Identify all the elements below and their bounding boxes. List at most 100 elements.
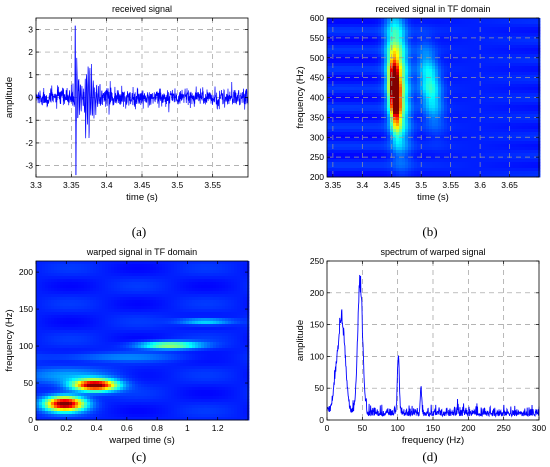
heatmap-cell (420, 90, 424, 94)
heatmap-cell (81, 261, 85, 265)
heatmap-cell (450, 87, 454, 91)
heatmap-cell (333, 75, 337, 79)
heatmap-cell (90, 327, 94, 331)
heatmap-cell (426, 33, 430, 37)
heatmap-cell (42, 354, 46, 358)
heatmap-cell (375, 81, 379, 85)
heatmap-cell (330, 123, 334, 127)
heatmap-cell (339, 162, 343, 166)
heatmap-cell (483, 33, 487, 37)
heatmap-cell (441, 102, 445, 106)
heatmap-cell (405, 54, 409, 58)
heatmap-cell (366, 99, 370, 103)
heatmap-cell (447, 117, 451, 121)
heatmap-cell (474, 21, 478, 25)
heatmap-cell (474, 72, 478, 76)
heatmap-cell (360, 135, 364, 139)
heatmap-cell (84, 342, 88, 346)
heatmap-cell (411, 120, 415, 124)
heatmap-cell (345, 54, 349, 58)
heatmap-cell (387, 159, 391, 163)
heatmap-cell (369, 111, 373, 115)
heatmap-cell (375, 93, 379, 97)
heatmap-cell (333, 144, 337, 148)
heatmap-cell (495, 54, 499, 58)
heatmap-cell (90, 390, 94, 394)
heatmap-cell (66, 363, 70, 367)
heatmap-cell (78, 273, 82, 277)
heatmap-cell (477, 165, 481, 169)
heatmap-cell (396, 54, 400, 58)
chart-b: 3.35 3.4 3.45 3.5 3.55 3.6 3.65200250300350400… (295, 4, 541, 239)
heatmap-cell (75, 324, 79, 328)
heatmap-cell (513, 36, 517, 40)
heatmap-cell (366, 159, 370, 163)
heatmap-cell (411, 114, 415, 118)
heatmap-cell (369, 156, 373, 160)
heatmap-cell (39, 363, 43, 367)
heatmap-cell (489, 39, 493, 43)
heatmap-cell (522, 135, 526, 139)
heatmap-cell (336, 21, 340, 25)
heatmap-cell (459, 30, 463, 34)
heatmap-cell (429, 102, 433, 106)
heatmap-cell (417, 141, 421, 145)
heatmap-cell (483, 123, 487, 127)
heatmap-cell (381, 81, 385, 85)
heatmap-cell (84, 321, 88, 325)
heatmap-cell (456, 63, 460, 67)
heatmap-cell (84, 366, 88, 370)
heatmap-cell (504, 81, 508, 85)
heatmap-cell (87, 282, 91, 286)
heatmap-cell (372, 45, 376, 49)
heatmap-cell (468, 132, 472, 136)
heatmap-cell (63, 378, 67, 382)
heatmap-cell (528, 174, 532, 178)
heatmap-cell (510, 27, 514, 31)
heatmap-cell (483, 21, 487, 25)
heatmap-cell (417, 30, 421, 34)
heatmap-cell (462, 75, 466, 79)
heatmap-cell (456, 57, 460, 61)
heatmap-cell (369, 96, 373, 100)
heatmap-cell (96, 357, 100, 361)
heatmap-cell (531, 171, 535, 175)
heatmap-cell (459, 156, 463, 160)
heatmap-cell (396, 45, 400, 49)
heatmap-cell (369, 120, 373, 124)
heatmap-cell (354, 90, 358, 94)
heatmap-cell (378, 18, 382, 22)
heatmap-cell (474, 54, 478, 58)
heatmap-cell (87, 351, 91, 355)
heatmap-cell (444, 45, 448, 49)
heatmap-cell (51, 342, 55, 346)
heatmap-cell (414, 159, 418, 163)
heatmap-cell (456, 129, 460, 133)
heatmap-cell (459, 144, 463, 148)
heatmap-cell (423, 120, 427, 124)
heatmap-cell (393, 93, 397, 97)
heatmap-cell (360, 138, 364, 142)
heatmap-cell (468, 60, 472, 64)
heatmap-cell (477, 99, 481, 103)
heatmap-cell (417, 126, 421, 130)
heatmap-cell (381, 114, 385, 118)
heatmap-cell (375, 153, 379, 157)
heatmap-cell (354, 117, 358, 121)
heatmap-cell (327, 60, 331, 64)
heatmap-cell (51, 291, 55, 295)
heatmap-cell (438, 24, 442, 28)
heatmap-cell (489, 45, 493, 49)
heatmap-cell (456, 126, 460, 130)
heatmap-cell (378, 162, 382, 166)
heatmap-cell (402, 159, 406, 163)
heatmap-cell (57, 339, 61, 343)
heatmap-cell (420, 21, 424, 25)
heatmap-cell (369, 129, 373, 133)
heatmap-cell (357, 162, 361, 166)
heatmap-cell (465, 135, 469, 139)
heatmap-cell (465, 18, 469, 22)
heatmap-cell (438, 51, 442, 55)
heatmap-cell (348, 63, 352, 67)
heatmap-cell (333, 138, 337, 142)
